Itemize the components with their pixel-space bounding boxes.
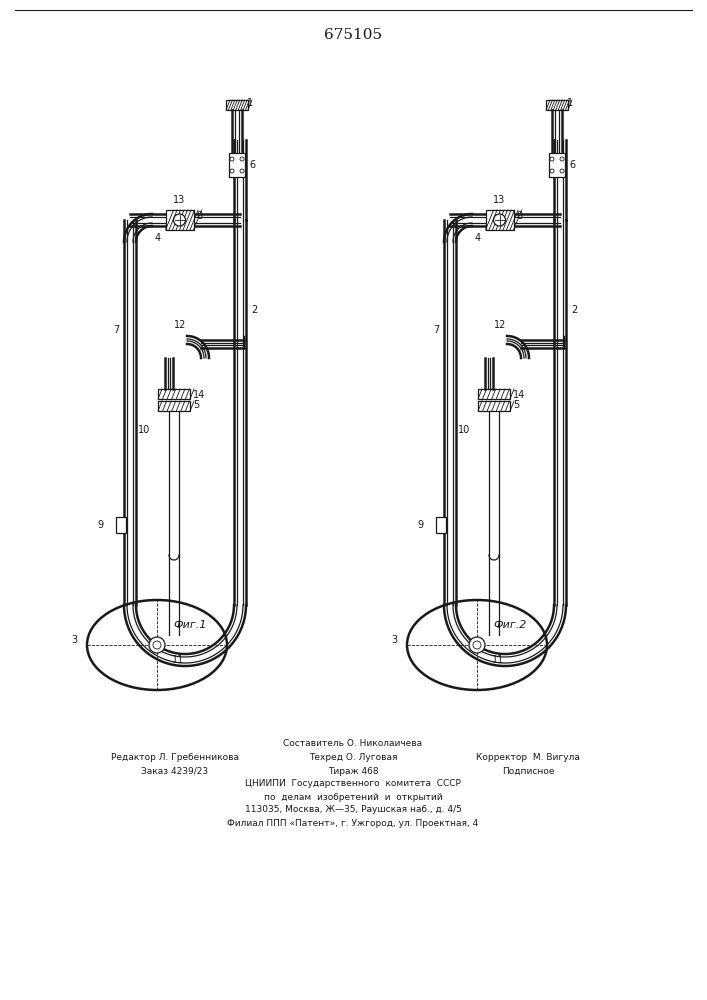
Text: 3: 3 <box>391 635 397 645</box>
Text: 10: 10 <box>458 425 470 435</box>
Text: 10: 10 <box>138 425 151 435</box>
Text: 11: 11 <box>492 655 504 665</box>
Circle shape <box>230 157 234 161</box>
Circle shape <box>149 637 165 653</box>
Bar <box>478 389 510 399</box>
Bar <box>158 401 190 411</box>
Bar <box>229 153 245 177</box>
Text: Тираж 468: Тираж 468 <box>327 766 378 776</box>
Text: Составитель О. Николаичева: Составитель О. Николаичева <box>284 740 423 748</box>
Bar <box>436 517 446 533</box>
Circle shape <box>473 641 481 649</box>
Bar <box>549 153 565 177</box>
Text: 7: 7 <box>433 325 439 335</box>
Text: по  делам  изобретений  и  открытий: по делам изобретений и открытий <box>264 792 443 802</box>
Text: 12: 12 <box>494 320 506 330</box>
Text: 113035, Москва, Ж—35, Раушская наб., д. 4/5: 113035, Москва, Ж—35, Раушская наб., д. … <box>245 806 462 814</box>
Text: 7: 7 <box>112 325 119 335</box>
Circle shape <box>550 169 554 173</box>
Bar <box>478 401 510 411</box>
Circle shape <box>173 214 185 226</box>
Bar <box>546 100 568 110</box>
Circle shape <box>550 157 554 161</box>
Text: Фиг.1: Фиг.1 <box>173 620 206 630</box>
Text: 1: 1 <box>247 98 253 108</box>
Text: Подписное: Подписное <box>502 766 554 776</box>
Text: Заказ 4239/23: Заказ 4239/23 <box>141 766 209 776</box>
Text: 14: 14 <box>193 390 205 400</box>
Circle shape <box>153 641 161 649</box>
Text: 13: 13 <box>493 195 506 205</box>
Ellipse shape <box>87 600 227 690</box>
Text: 6: 6 <box>249 160 255 170</box>
Circle shape <box>469 637 485 653</box>
Text: Корректор  М. Вигула: Корректор М. Вигула <box>476 754 580 762</box>
Text: 1: 1 <box>567 98 573 108</box>
Text: Техред О. Луговая: Техред О. Луговая <box>309 754 397 762</box>
Text: 5: 5 <box>513 400 519 410</box>
Text: 675105: 675105 <box>324 28 382 42</box>
Text: 12: 12 <box>174 320 187 330</box>
Text: 3: 3 <box>71 635 77 645</box>
Text: Фиг.2: Фиг.2 <box>493 620 527 630</box>
Text: 4: 4 <box>154 233 160 243</box>
Circle shape <box>560 157 564 161</box>
Bar <box>165 210 194 230</box>
Text: 4: 4 <box>474 233 481 243</box>
Text: 9: 9 <box>418 520 424 530</box>
Circle shape <box>230 169 234 173</box>
Text: Филиал ППП «Патент», г. Ужгород, ул. Проектная, 4: Филиал ППП «Патент», г. Ужгород, ул. Про… <box>228 818 479 828</box>
Ellipse shape <box>407 600 547 690</box>
Circle shape <box>493 214 506 226</box>
Text: 14: 14 <box>513 390 525 400</box>
Text: ЦНИИПИ  Государственного  комитета  СССР: ЦНИИПИ Государственного комитета СССР <box>245 780 461 788</box>
Text: 2: 2 <box>571 305 577 315</box>
Text: 5: 5 <box>193 400 199 410</box>
Bar <box>158 389 190 399</box>
Text: 8: 8 <box>197 211 203 221</box>
Text: Редактор Л. Гребенникова: Редактор Л. Гребенникова <box>111 754 239 762</box>
Circle shape <box>560 169 564 173</box>
Bar <box>116 517 126 533</box>
Text: 11: 11 <box>172 655 185 665</box>
Circle shape <box>240 157 244 161</box>
Text: 6: 6 <box>569 160 575 170</box>
Circle shape <box>240 169 244 173</box>
Text: 8: 8 <box>517 211 522 221</box>
Text: 2: 2 <box>251 305 257 315</box>
Bar <box>486 210 513 230</box>
Bar <box>226 100 248 110</box>
Text: 9: 9 <box>98 520 104 530</box>
Text: 13: 13 <box>173 195 186 205</box>
